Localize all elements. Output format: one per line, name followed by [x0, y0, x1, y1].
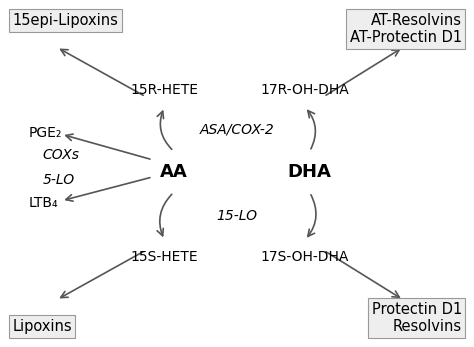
Text: Lipoxins: Lipoxins — [12, 319, 72, 334]
Text: 17R-OH-DHA: 17R-OH-DHA — [261, 83, 349, 97]
Text: 15R-HETE: 15R-HETE — [130, 83, 199, 97]
Text: Protectin D1
Resolvins: Protectin D1 Resolvins — [372, 302, 462, 334]
Text: ASA/COX-2: ASA/COX-2 — [200, 122, 274, 136]
Text: PGE₂: PGE₂ — [28, 126, 62, 139]
Text: AT-Resolvins
AT-Protectin D1: AT-Resolvins AT-Protectin D1 — [350, 13, 462, 45]
Text: 15-LO: 15-LO — [217, 209, 257, 223]
Text: DHA: DHA — [288, 163, 331, 181]
Text: 5-LO: 5-LO — [43, 174, 75, 187]
Text: AA: AA — [160, 163, 188, 181]
Text: 15epi-Lipoxins: 15epi-Lipoxins — [12, 13, 118, 28]
Text: COXs: COXs — [43, 148, 80, 162]
Text: 17S-OH-DHA: 17S-OH-DHA — [261, 250, 349, 264]
Text: 15S-HETE: 15S-HETE — [130, 250, 198, 264]
Text: LTB₄: LTB₄ — [28, 195, 58, 210]
